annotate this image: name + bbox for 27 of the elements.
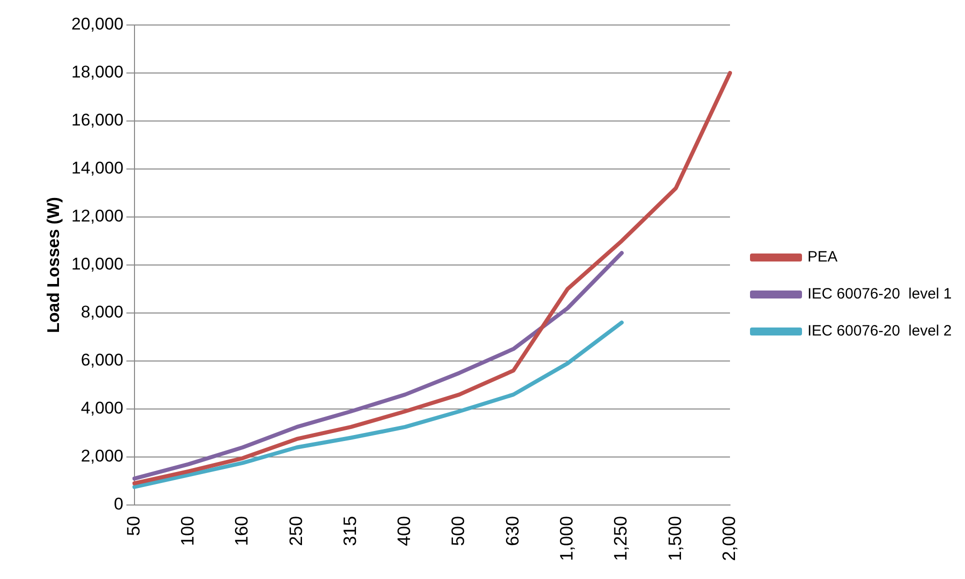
y-tick-label: 16,000 — [71, 110, 124, 130]
x-tick-label: 50 — [123, 516, 144, 536]
x-tick-label: 315 — [340, 516, 360, 546]
x-tick-label: 250 — [286, 516, 306, 546]
x-tick-label: 630 — [502, 516, 522, 546]
y-tick-label: 6,000 — [80, 350, 124, 370]
x-tick-label: 1,250 — [610, 516, 631, 562]
x-tick-label: 2,000 — [718, 516, 739, 562]
y-tick-label: 8,000 — [80, 302, 124, 322]
y-axis-title: Load Losses (W) — [44, 196, 63, 333]
y-tick-label: 12,000 — [71, 206, 124, 226]
x-tick-label: 400 — [394, 516, 414, 546]
y-tick-label: 20,000 — [71, 14, 124, 34]
y-tick-label: 10,000 — [71, 254, 124, 274]
x-tick-label: 1,500 — [664, 516, 685, 562]
y-tick-label: 18,000 — [71, 62, 124, 82]
y-tick-label: 0 — [114, 494, 124, 514]
y-tick-label: 14,000 — [71, 158, 124, 178]
legend-label: IEC 60076-20 level 2 — [808, 322, 952, 340]
x-tick-label: 100 — [178, 516, 198, 546]
x-tick-label: 1,000 — [556, 516, 577, 562]
legend-label: PEA — [808, 248, 838, 266]
y-tick-label: 2,000 — [80, 446, 124, 466]
y-tick-label: 4,000 — [80, 398, 124, 418]
x-tick-label: 500 — [448, 516, 468, 546]
legend-label: IEC 60076-20 level 1 — [808, 286, 952, 303]
x-tick-label: 160 — [232, 516, 252, 546]
